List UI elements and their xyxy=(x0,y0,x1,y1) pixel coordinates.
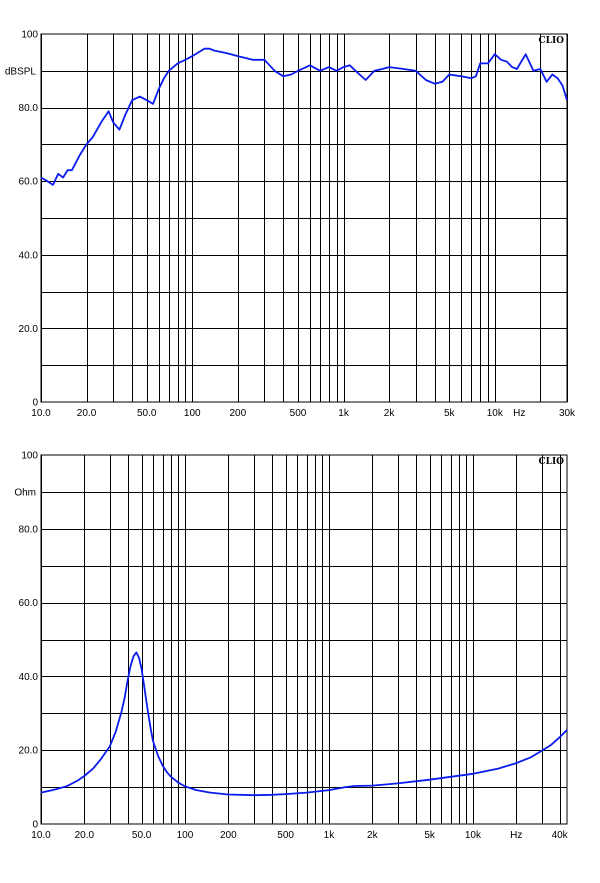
x-tick-label: 5k xyxy=(444,408,456,419)
x-tick-label: 1k xyxy=(324,830,336,841)
y-tick-label: 80.0 xyxy=(19,524,39,535)
y-tick-label: 100 xyxy=(21,30,38,41)
x-tick-label: 20.0 xyxy=(75,830,95,841)
x-tick-label: 10k xyxy=(487,408,504,419)
y-tick-label: 40.0 xyxy=(19,250,39,261)
y-tick-label: 80.0 xyxy=(19,103,39,114)
y-tick-label: 100 xyxy=(21,451,38,462)
y-tick-label: 0 xyxy=(32,820,38,831)
x-tick-label: 1k xyxy=(338,408,350,419)
y-axis-unit-label: dBSPL xyxy=(5,66,37,77)
y-tick-label: 40.0 xyxy=(19,672,39,683)
x-tick-label: Hz xyxy=(510,830,522,841)
y-tick-label: 20.0 xyxy=(19,746,39,757)
plot-frame xyxy=(40,454,568,825)
spl-chart-panel: 0 20.0 40.0 60.0 80.0 100 10.0 20.0 50.0 100 200 50… xyxy=(5,30,576,420)
y-tick-label: 60.0 xyxy=(19,177,39,188)
x-tick-label: 200 xyxy=(220,830,237,841)
y-tick-label: 20.0 xyxy=(19,324,39,335)
y-tick-label: 0 xyxy=(32,398,38,409)
x-tick-label: 10.0 xyxy=(31,830,51,841)
x-tick-label: 5k xyxy=(424,830,436,841)
impedance-chart-panel: 0 20.0 40.0 60.0 80.0 100 10.0 20.0 50.0 100 200 50… xyxy=(14,451,568,842)
x-tick-label: 500 xyxy=(290,408,307,419)
x-tick-label: 10.0 xyxy=(31,408,51,419)
plot-frame xyxy=(40,33,568,403)
x-tick-label: 40k xyxy=(552,830,569,841)
clio-brand-label: CLIO xyxy=(538,36,564,46)
x-tick-label: 100 xyxy=(177,830,194,841)
x-tick-label: 2k xyxy=(384,408,396,419)
spl-response-curve xyxy=(40,47,568,186)
x-tick-label: 100 xyxy=(184,408,201,419)
clio-brand-label: CLIO xyxy=(538,457,564,467)
x-tick-label: 50.0 xyxy=(137,408,157,419)
x-tick-label: 500 xyxy=(277,830,294,841)
x-tick-label: 50.0 xyxy=(132,830,152,841)
y-axis-unit-label: Ohm xyxy=(14,487,36,498)
x-tick-label: 10k xyxy=(465,830,482,841)
impedance-curve xyxy=(40,651,568,797)
x-tick-label: 30k xyxy=(559,408,576,419)
y-tick-label: 60.0 xyxy=(19,598,39,609)
x-tick-label: Hz xyxy=(513,408,525,419)
x-tick-label: 20.0 xyxy=(77,408,97,419)
x-tick-label: 2k xyxy=(367,830,379,841)
x-tick-label: 200 xyxy=(229,408,246,419)
